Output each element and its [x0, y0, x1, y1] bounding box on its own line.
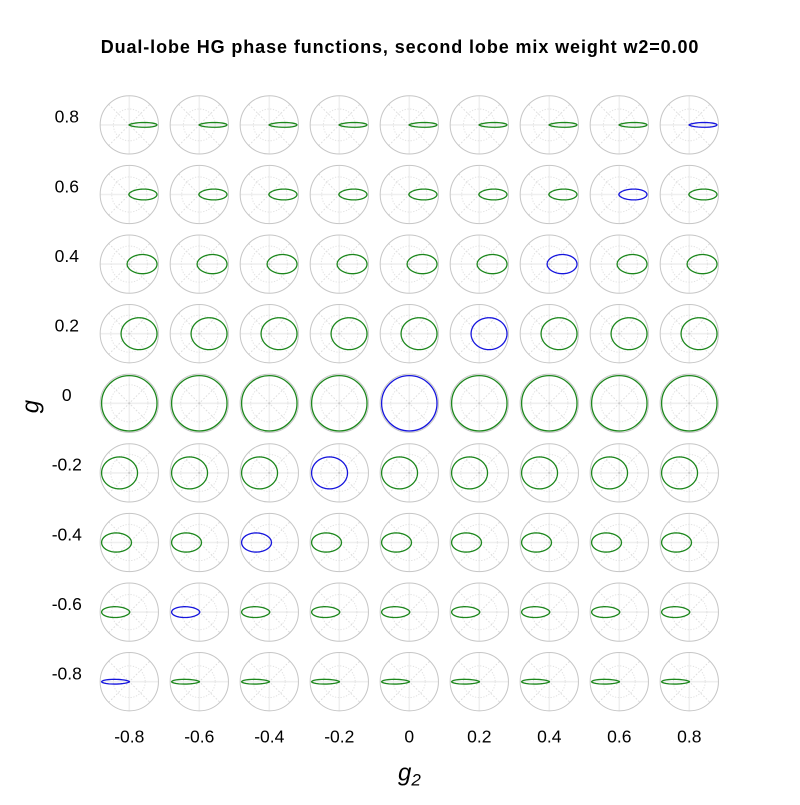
- svg-text:0: 0: [62, 385, 72, 405]
- svg-text:g: g: [17, 399, 44, 413]
- svg-text:-0.6: -0.6: [184, 727, 214, 747]
- svg-text:0.4: 0.4: [537, 727, 562, 747]
- svg-text:0.6: 0.6: [55, 176, 79, 196]
- svg-text:0.8: 0.8: [55, 107, 79, 127]
- svg-text:-0.4: -0.4: [52, 524, 82, 544]
- svg-text:-0.4: -0.4: [254, 727, 284, 747]
- svg-text:0.4: 0.4: [55, 246, 80, 266]
- svg-text:0.2: 0.2: [55, 316, 79, 336]
- svg-text:-0.6: -0.6: [52, 594, 82, 614]
- svg-text:0.2: 0.2: [467, 727, 491, 747]
- svg-text:-0.8: -0.8: [52, 664, 82, 684]
- svg-text:0.6: 0.6: [607, 727, 631, 747]
- svg-text:-0.2: -0.2: [52, 455, 82, 475]
- svg-text:-0.2: -0.2: [324, 727, 354, 747]
- svg-text:-0.8: -0.8: [114, 727, 144, 747]
- svg-text:0: 0: [404, 727, 414, 747]
- svg-text:0.8: 0.8: [677, 727, 701, 747]
- svg-text:Dual-lobe HG phase functions,: Dual-lobe HG phase functions, second lob…: [101, 37, 700, 57]
